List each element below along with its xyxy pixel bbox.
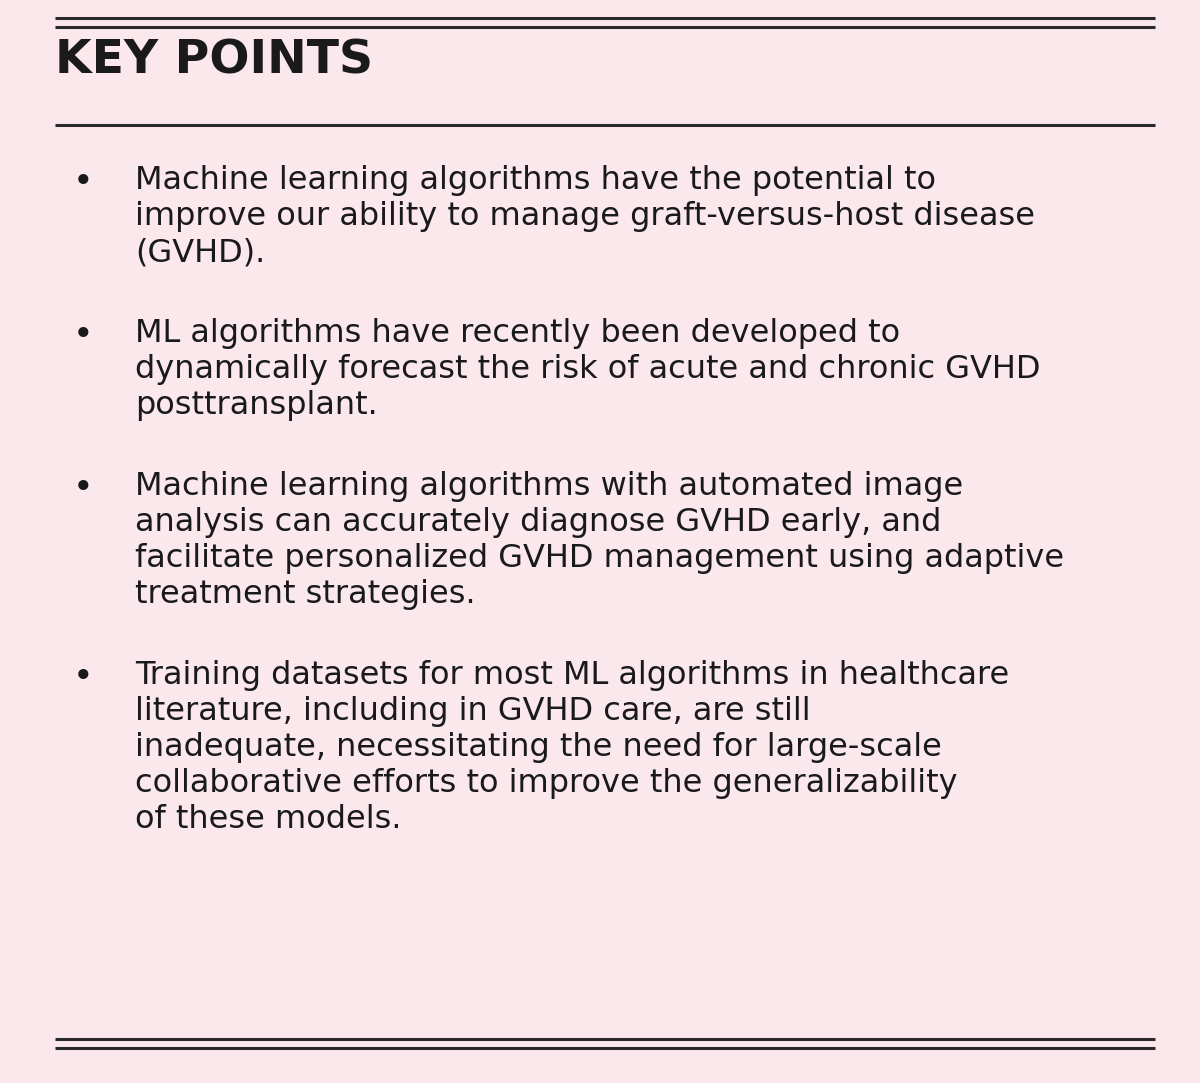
Text: (GVHD).: (GVHD). [134, 237, 265, 268]
Text: Machine learning algorithms with automated image: Machine learning algorithms with automat… [134, 471, 964, 503]
Text: dynamically forecast the risk of acute and chronic GVHD: dynamically forecast the risk of acute a… [134, 354, 1040, 384]
Text: analysis can accurately diagnose GVHD early, and: analysis can accurately diagnose GVHD ea… [134, 507, 941, 538]
Text: Training datasets for most ML algorithms in healthcare: Training datasets for most ML algorithms… [134, 660, 1009, 691]
Text: posttransplant.: posttransplant. [134, 390, 378, 421]
Text: literature, including in GVHD care, are still: literature, including in GVHD care, are … [134, 696, 811, 727]
Text: •: • [73, 660, 94, 694]
Text: improve our ability to manage graft-versus-host disease: improve our ability to manage graft-vers… [134, 201, 1034, 232]
Text: of these models.: of these models. [134, 804, 402, 835]
Text: •: • [73, 318, 94, 352]
Text: ML algorithms have recently been developed to: ML algorithms have recently been develop… [134, 318, 900, 349]
Text: Machine learning algorithms have the potential to: Machine learning algorithms have the pot… [134, 165, 936, 196]
Text: facilitate personalized GVHD management using adaptive: facilitate personalized GVHD management … [134, 543, 1064, 574]
Text: collaborative efforts to improve the generalizability: collaborative efforts to improve the gen… [134, 768, 958, 799]
Text: inadequate, necessitating the need for large-scale: inadequate, necessitating the need for l… [134, 732, 942, 764]
Text: KEY POINTS: KEY POINTS [55, 38, 373, 83]
Text: •: • [73, 165, 94, 199]
Text: treatment strategies.: treatment strategies. [134, 579, 475, 610]
Text: •: • [73, 471, 94, 505]
